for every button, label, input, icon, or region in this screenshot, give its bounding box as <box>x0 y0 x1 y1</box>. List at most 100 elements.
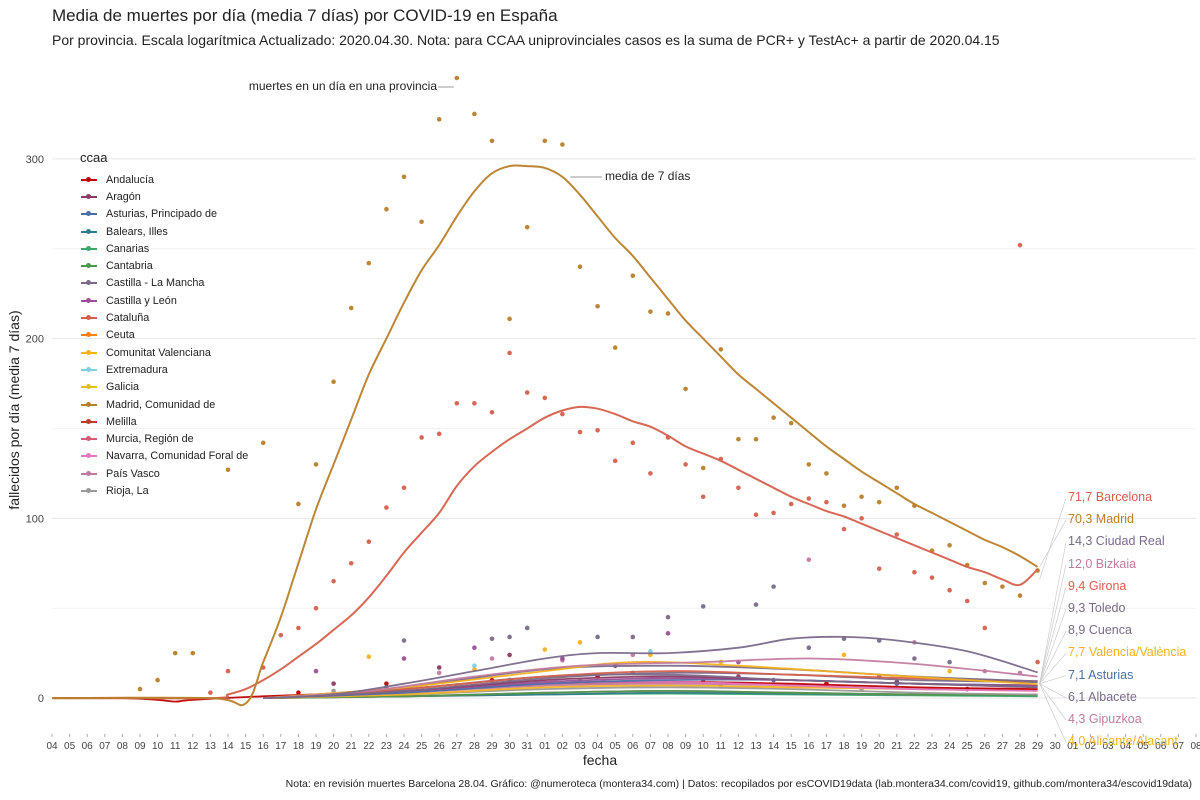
end-label: 6,1 Albacete <box>1068 689 1137 704</box>
scatter-point <box>190 650 196 656</box>
scatter-point <box>876 566 882 571</box>
x-tick-label: 05 <box>64 741 76 752</box>
scatter-point <box>683 462 688 467</box>
x-tick-label: 31 <box>522 741 534 752</box>
legend-label: Castilla y León <box>106 294 177 307</box>
end-label: 4,3 Gipuzkoa <box>1068 712 1142 726</box>
scatter-point <box>542 138 548 144</box>
legend-key <box>80 364 98 376</box>
end-label-leader <box>1039 683 1067 699</box>
scatter-point <box>278 632 284 638</box>
legend-key <box>80 277 98 289</box>
x-tick-label: 25 <box>962 741 974 752</box>
scatter-point <box>824 499 829 505</box>
x-tick-label: 10 <box>698 741 710 752</box>
scatter-point <box>595 634 600 640</box>
scatter-point <box>665 631 671 636</box>
scatter-point <box>366 654 372 660</box>
scatter-point <box>577 264 583 270</box>
scatter-point <box>507 652 512 658</box>
scatter-point <box>419 219 424 225</box>
scatter-point <box>260 440 266 446</box>
legend-label: Andalucía <box>106 173 155 186</box>
scatter-point <box>788 420 794 426</box>
scatter-point <box>331 688 336 694</box>
scatter-point <box>560 142 565 147</box>
series-line <box>263 670 1038 699</box>
x-tick-label: 28 <box>469 741 481 752</box>
x-tick-label: 04 <box>592 741 604 752</box>
end-label: 14,3 Ciudad Real <box>1068 534 1165 549</box>
x-tick-label: 12 <box>733 741 745 752</box>
scatter-point <box>489 409 495 415</box>
legend-item: Navarra, Comunidad Foral de <box>80 448 248 465</box>
x-tick-label: 25 <box>416 741 428 752</box>
chart-title: Media de muertes por día (media 7 días) … <box>52 6 558 25</box>
x-tick-label: 29 <box>486 741 498 752</box>
end-label: 9,4 Girona <box>1068 578 1127 593</box>
x-tick-label: 05 <box>610 741 622 752</box>
scatter-point <box>612 458 618 464</box>
end-label-leader <box>1039 564 1067 684</box>
legend-label: Canarias <box>106 242 150 255</box>
scatter-point <box>172 650 178 656</box>
scatter-point <box>1000 584 1005 589</box>
x-tick-label: 21 <box>891 741 903 752</box>
scatter-point <box>384 681 389 686</box>
legend-label: Melilla <box>106 415 137 428</box>
end-label: 71,7 Barcelona <box>1068 490 1153 504</box>
legend-key <box>80 226 98 238</box>
end-label: 12,0 Bizkaia <box>1068 556 1137 571</box>
scatter-point <box>859 494 864 500</box>
end-label-leader <box>1039 542 1067 684</box>
scatter-point <box>595 303 600 309</box>
scatter-point <box>1035 659 1040 665</box>
x-tick-label: 08 <box>117 741 129 752</box>
legend-item: Castilla - La Mancha <box>80 275 248 292</box>
x-tick-label: 12 <box>187 741 199 752</box>
scatter-point <box>912 656 917 661</box>
scatter-point <box>436 665 442 670</box>
legend-label: Ceuta <box>106 329 135 342</box>
end-label: 9,3 Toledo <box>1068 601 1126 615</box>
scatter-point <box>1017 242 1023 248</box>
end-label: 7,7 Valencia/València <box>1068 645 1187 660</box>
x-axis-title: fecha <box>582 752 618 768</box>
scatter-point <box>630 440 636 446</box>
legend-key <box>80 174 98 186</box>
scatter-point <box>700 465 706 471</box>
scatter-point <box>401 638 407 643</box>
legend-item: Aragón <box>80 188 248 205</box>
scatter-point <box>841 652 847 658</box>
y-tick-label: 100 <box>26 513 44 525</box>
x-tick-label: 07 <box>1173 741 1185 752</box>
x-tick-label: 02 <box>1085 741 1097 752</box>
x-tick-label: 05 <box>1138 741 1150 752</box>
scatter-point <box>894 485 900 491</box>
x-tick-label: 07 <box>645 741 657 752</box>
legend-key <box>80 433 98 445</box>
x-tick-label: 27 <box>997 741 1009 752</box>
legend-label: Navarra, Comunidad Foral de <box>106 450 249 463</box>
legend-key <box>80 208 98 220</box>
scatter-point <box>665 311 671 316</box>
legend-label: Murcia, Región de <box>106 433 194 446</box>
scatter-point <box>947 587 952 593</box>
legend-item: Cantabria <box>80 257 248 274</box>
legend-item: Extremadura <box>80 361 248 378</box>
x-tick-label: 26 <box>979 741 991 752</box>
end-label-leader <box>1039 631 1067 684</box>
end-label: 7,1 Asturias <box>1068 667 1134 682</box>
x-tick-label: 19 <box>856 741 868 752</box>
x-tick-label: 10 <box>152 741 164 752</box>
legend-label: País Vasco <box>106 467 160 480</box>
x-tick-label: 11 <box>170 741 181 752</box>
x-tick-label: 29 <box>1032 741 1044 752</box>
scatter-point <box>806 496 812 501</box>
scatter-point <box>436 670 442 676</box>
annotation-daily-deaths: muertes en un día en una provincia <box>248 79 437 93</box>
scatter-point <box>225 467 231 473</box>
scatter-point <box>648 471 653 476</box>
series-line <box>263 657 1038 699</box>
